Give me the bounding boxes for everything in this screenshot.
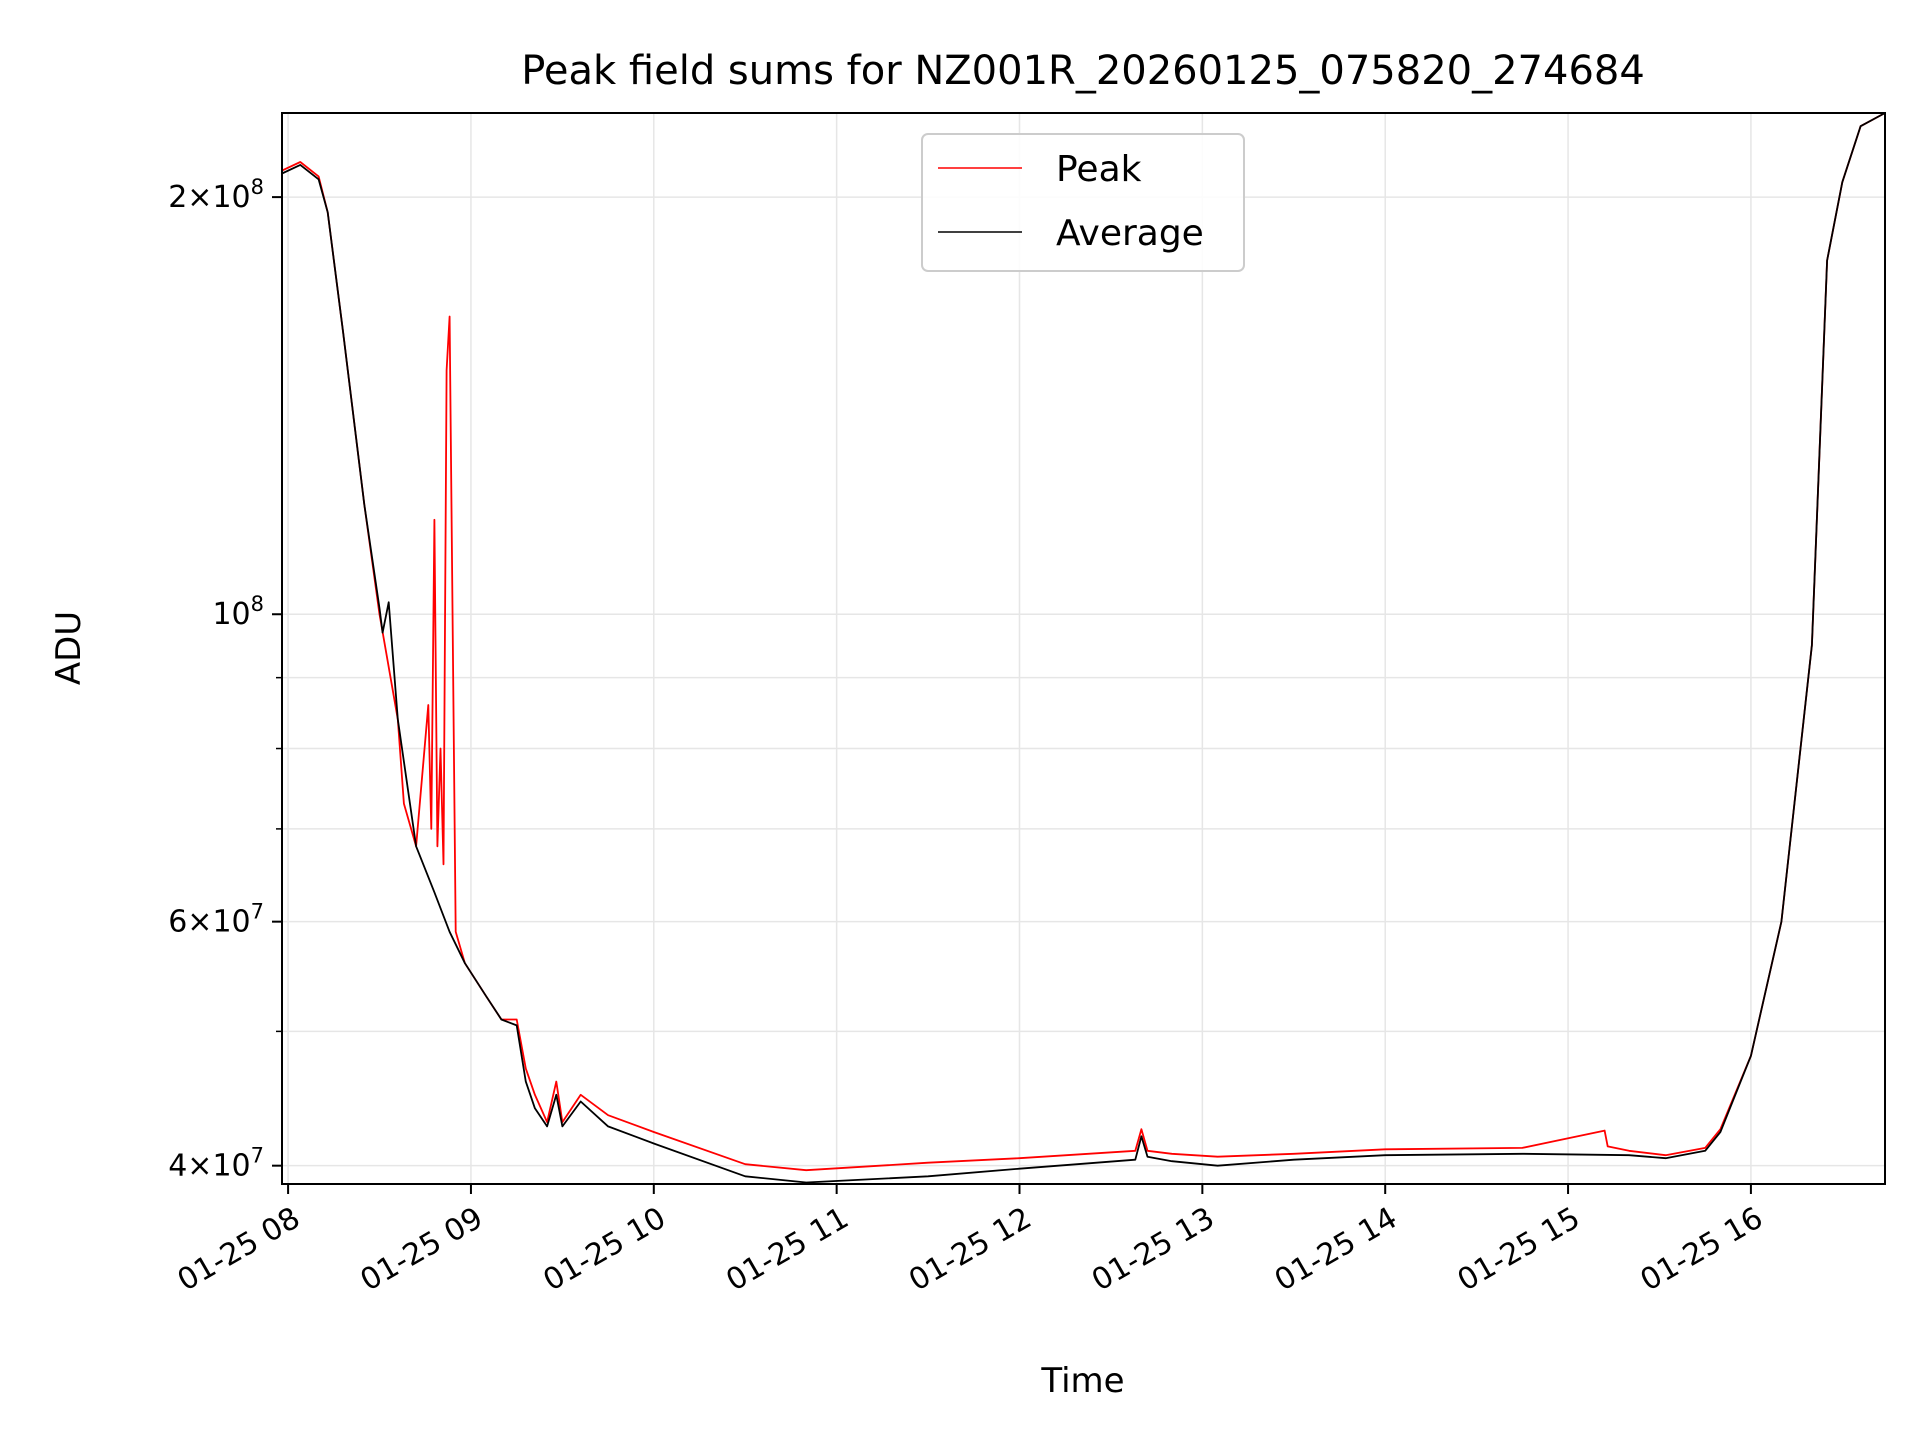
- y-tick-label: 2×108: [168, 175, 264, 215]
- y-tick-label: 4×107: [168, 1144, 264, 1184]
- plot-frame: [281, 112, 1886, 1185]
- y-tick-exponent: 7: [251, 1144, 264, 1168]
- legend-label-average: Average: [1056, 213, 1204, 254]
- legend-label-peak: Peak: [1056, 149, 1142, 190]
- y-tick-base: 10: [212, 597, 250, 632]
- y-tick-exponent: 7: [251, 900, 264, 924]
- x-axis-title: Time: [1040, 1361, 1124, 1401]
- y-axis-title: ADU: [49, 611, 89, 685]
- y-tick-base: 6×10: [168, 905, 250, 940]
- y-tick-base: 4×10: [168, 1149, 250, 1184]
- y-tick-exponent: 8: [251, 592, 264, 616]
- y-tick-label: 108: [212, 592, 264, 632]
- y-tick-base: 2×10: [168, 180, 250, 215]
- legend: Peak Average: [921, 133, 1245, 272]
- series-layer: [281, 112, 1886, 1184]
- series-line-average: [281, 112, 1886, 1184]
- chart-title: Peak field sums for NZ001R_20260125_0758…: [521, 48, 1645, 94]
- y-tick-exponent: 8: [251, 175, 264, 199]
- y-tick-label: 6×107: [168, 900, 264, 940]
- series-line-peak: [281, 112, 1886, 1172]
